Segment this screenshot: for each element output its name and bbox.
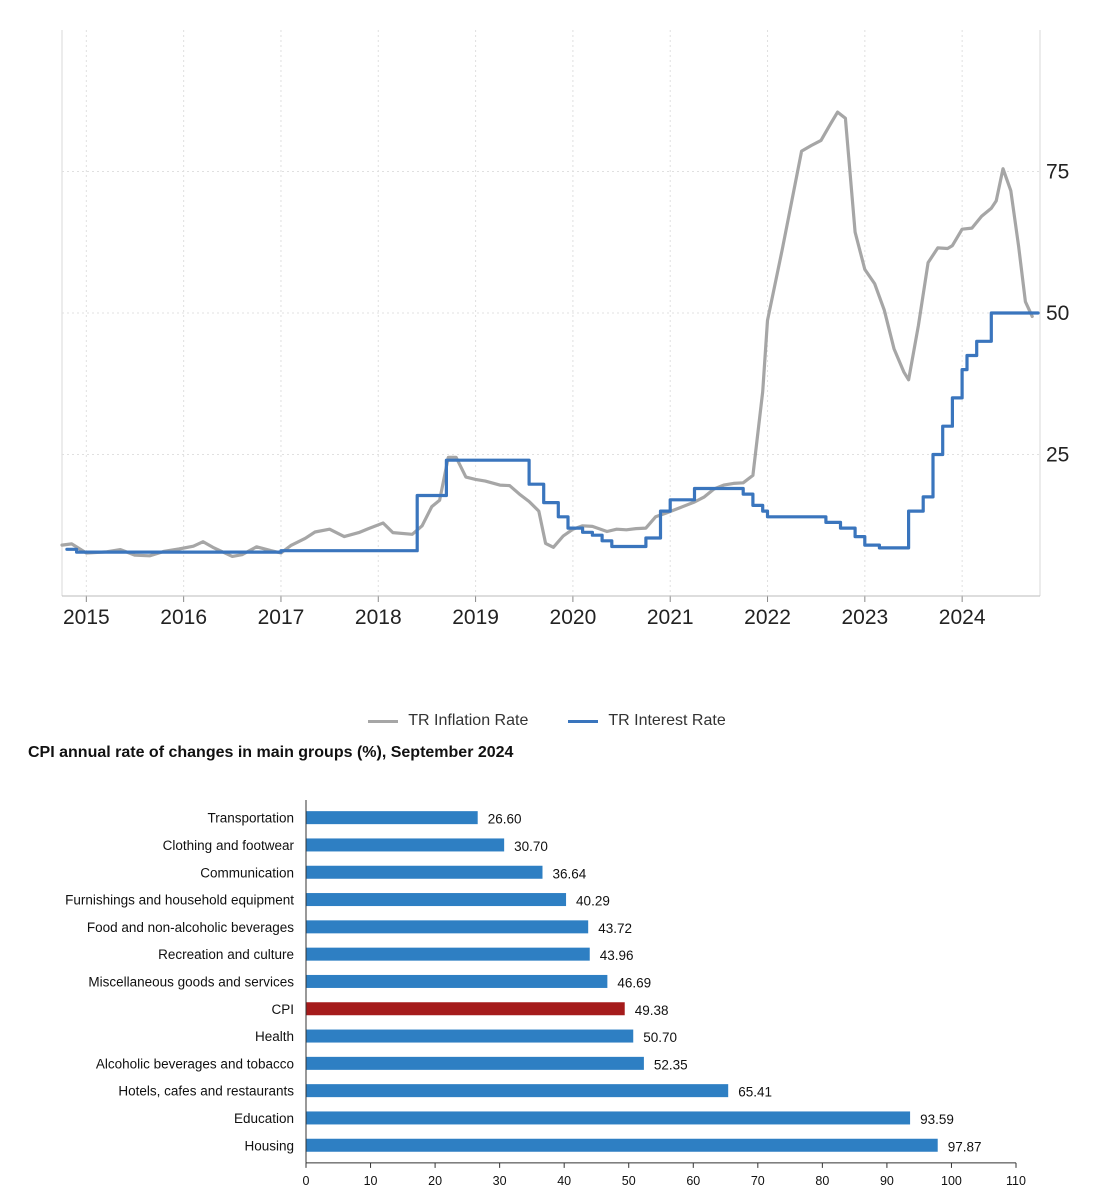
x-tick-label: 60 <box>686 1174 700 1188</box>
value-label: 30.70 <box>514 839 548 854</box>
value-label: 50.70 <box>643 1030 677 1045</box>
value-label: 93.59 <box>920 1112 954 1127</box>
category-label: Furnishings and household equipment <box>65 893 294 908</box>
cpi-groups-bar-chart: Transportation 26.60 Clothing and footwear… <box>65 800 1026 1188</box>
value-label: 43.96 <box>600 948 634 963</box>
y-tick-label: 75 <box>1046 161 1069 184</box>
legend-item-interest: TR Interest Rate <box>568 712 726 730</box>
category-label: Transportation <box>207 811 294 826</box>
bar <box>306 947 590 961</box>
category-label: Health <box>255 1029 294 1044</box>
x-tick-label: 2024 <box>939 606 986 629</box>
x-tick-label: 100 <box>941 1174 962 1188</box>
x-tick-label: 80 <box>815 1174 829 1188</box>
x-tick-label: 110 <box>1006 1174 1026 1188</box>
legend-swatch-inflation <box>368 719 399 723</box>
value-label: 26.60 <box>488 812 522 827</box>
bar <box>306 920 589 934</box>
legend-label-inflation: TR Inflation Rate <box>408 712 529 729</box>
x-tick-label: 2017 <box>258 606 305 629</box>
x-tick-label: 0 <box>303 1174 310 1188</box>
bar <box>306 1056 644 1070</box>
category-label: Housing <box>244 1138 294 1153</box>
x-tick-label: 2020 <box>550 606 597 629</box>
bar <box>306 865 543 879</box>
inflation-rate-line <box>60 110 1034 558</box>
x-tick-label: 2018 <box>355 606 402 629</box>
value-label: 97.87 <box>948 1139 982 1154</box>
value-label: 52.35 <box>654 1057 688 1072</box>
category-label: CPI <box>271 1002 294 1017</box>
bar <box>306 811 478 825</box>
y-tick-label: 25 <box>1046 444 1069 467</box>
bar <box>306 1138 938 1152</box>
category-label: Food and non-alcoholic beverages <box>87 920 294 935</box>
category-label: Recreation and culture <box>158 947 294 962</box>
x-tick-label: 2015 <box>63 606 110 629</box>
inflation-interest-line-chart: 2015 2016 2017 2018 2019 2020 2021 2022 2023 2024… <box>60 30 1069 629</box>
x-tick-label: 2019 <box>452 606 499 629</box>
category-label: Miscellaneous goods and services <box>88 974 294 989</box>
bar <box>306 974 608 988</box>
bar <box>306 1111 911 1125</box>
x-tick-label: 20 <box>428 1174 442 1188</box>
value-label: 43.72 <box>598 921 632 936</box>
legend-item-inflation: TR Inflation Rate <box>368 712 528 730</box>
value-label: 49.38 <box>635 1003 669 1018</box>
bar <box>306 1084 729 1098</box>
x-tick-label: 10 <box>364 1174 378 1188</box>
line-chart-legend: TR Inflation Rate TR Interest Rate <box>0 712 1094 730</box>
x-tick-label: 2022 <box>744 606 791 629</box>
x-tick-label: 30 <box>493 1174 507 1188</box>
value-label: 40.29 <box>576 894 610 909</box>
value-label: 65.41 <box>738 1085 772 1100</box>
bar <box>306 1029 634 1043</box>
legend-swatch-interest <box>568 719 599 723</box>
x-tick-label: 50 <box>622 1174 636 1188</box>
y-tick-label: 50 <box>1046 302 1069 325</box>
x-tick-label: 90 <box>880 1174 894 1188</box>
value-label: 36.64 <box>552 866 586 881</box>
interest-rate-line <box>65 311 1040 554</box>
category-label: Alcoholic beverages and tobacco <box>96 1056 294 1071</box>
value-label: 46.69 <box>617 975 651 990</box>
bar <box>306 838 505 852</box>
category-label: Education <box>234 1111 294 1126</box>
x-tick-label: 2023 <box>841 606 888 629</box>
x-tick-label: 70 <box>751 1174 765 1188</box>
x-tick-label: 2021 <box>647 606 694 629</box>
category-label: Communication <box>200 865 294 880</box>
bar-cpi-highlight <box>306 1002 625 1016</box>
category-label: Clothing and footwear <box>163 838 295 853</box>
bar-chart-title: CPI annual rate of changes in main group… <box>28 744 514 761</box>
bar <box>306 893 567 907</box>
category-label: Hotels, cafes and restaurants <box>118 1084 294 1099</box>
x-tick-label: 2016 <box>160 606 207 629</box>
x-tick-label: 40 <box>557 1174 571 1188</box>
legend-label-interest: TR Interest Rate <box>608 712 726 729</box>
